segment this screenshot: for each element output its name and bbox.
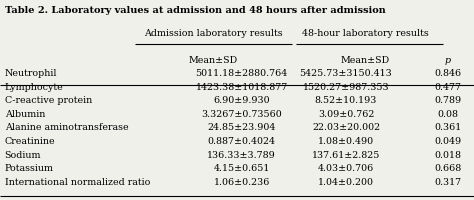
Text: 6.90±9.930: 6.90±9.930 <box>213 96 270 105</box>
Text: Mean±SD: Mean±SD <box>340 56 390 65</box>
Text: 0.317: 0.317 <box>434 178 462 187</box>
Text: 5011.18±2880.764: 5011.18±2880.764 <box>196 69 288 78</box>
Text: 5425.73±3150.413: 5425.73±3150.413 <box>300 69 392 78</box>
Text: 137.61±2.825: 137.61±2.825 <box>312 151 380 160</box>
Text: 0.477: 0.477 <box>435 83 461 92</box>
Text: Mean±SD: Mean±SD <box>189 56 238 65</box>
Text: 1.04±0.200: 1.04±0.200 <box>318 178 374 187</box>
Text: 3.09±0.762: 3.09±0.762 <box>318 110 374 119</box>
Text: 0.846: 0.846 <box>434 69 462 78</box>
Text: 136.33±3.789: 136.33±3.789 <box>207 151 276 160</box>
Text: 1520.27±987.353: 1520.27±987.353 <box>303 83 389 92</box>
Text: 0.668: 0.668 <box>434 164 462 173</box>
Text: International normalized ratio: International normalized ratio <box>5 178 150 187</box>
Text: 0.08: 0.08 <box>438 110 458 119</box>
Text: Alanine aminotransferase: Alanine aminotransferase <box>5 123 128 132</box>
Text: Creatinine: Creatinine <box>5 137 55 146</box>
Text: 4.15±0.651: 4.15±0.651 <box>214 164 270 173</box>
Text: 0.361: 0.361 <box>434 123 462 132</box>
Text: 48-hour laboratory results: 48-hour laboratory results <box>301 29 428 38</box>
Text: 8.52±10.193: 8.52±10.193 <box>315 96 377 105</box>
Text: Potassium: Potassium <box>5 164 54 173</box>
Text: Admission laboratory results: Admission laboratory results <box>144 29 283 38</box>
Text: Sodium: Sodium <box>5 151 41 160</box>
Text: 3.3267±0.73560: 3.3267±0.73560 <box>201 110 282 119</box>
Text: 1.08±0.490: 1.08±0.490 <box>318 137 374 146</box>
Text: Table 2. Laboratory values at admission and 48 hours after admission: Table 2. Laboratory values at admission … <box>5 6 385 15</box>
Text: 22.03±20.002: 22.03±20.002 <box>312 123 380 132</box>
Text: 0.049: 0.049 <box>434 137 462 146</box>
Text: 1.06±0.236: 1.06±0.236 <box>214 178 270 187</box>
Text: 0.018: 0.018 <box>435 151 461 160</box>
Text: C-reactive protein: C-reactive protein <box>5 96 92 105</box>
Text: 1423.38±1018.877: 1423.38±1018.877 <box>196 83 288 92</box>
Text: Albumin: Albumin <box>5 110 45 119</box>
Text: p: p <box>445 56 451 65</box>
Text: 4.03±0.706: 4.03±0.706 <box>318 164 374 173</box>
Text: 0.887±0.4024: 0.887±0.4024 <box>208 137 276 146</box>
Text: 24.85±23.904: 24.85±23.904 <box>208 123 276 132</box>
Text: 0.789: 0.789 <box>434 96 462 105</box>
Text: Neutrophil: Neutrophil <box>5 69 57 78</box>
Text: Lymphocyte: Lymphocyte <box>5 83 64 92</box>
